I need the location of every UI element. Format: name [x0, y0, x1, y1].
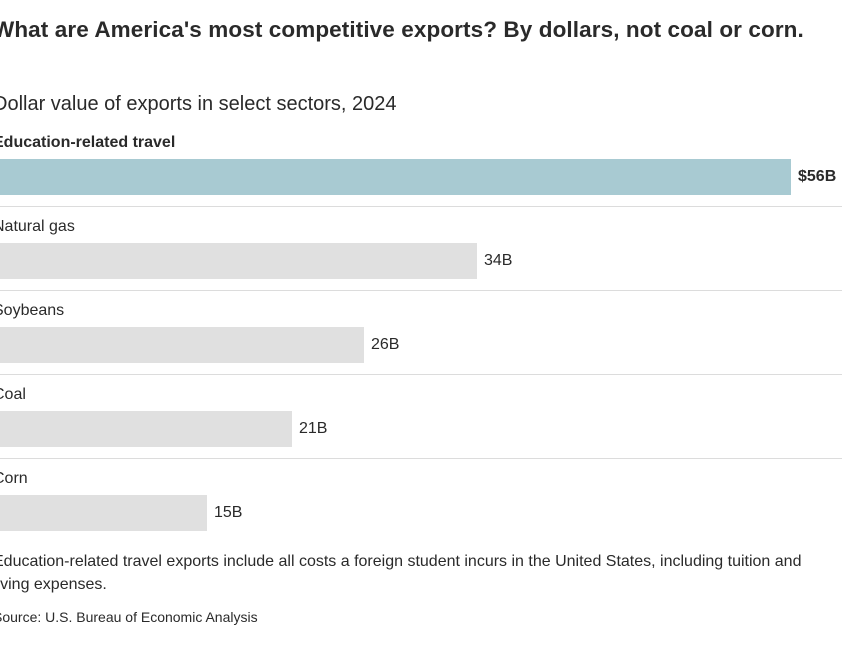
value-label: 15B: [214, 504, 243, 521]
value-label: 26B: [371, 336, 400, 353]
row-divider: [0, 458, 842, 459]
value-label: 21B: [299, 420, 328, 437]
row-divider: [0, 374, 842, 375]
category-label: Coal: [0, 386, 26, 403]
bar: [0, 495, 207, 531]
bar-row: Natural gas 34B: [0, 215, 845, 299]
bar: [0, 243, 477, 279]
value-label: $56B: [798, 168, 837, 185]
category-label: Corn: [0, 470, 28, 487]
bar-row: Education-related travel $56B: [0, 131, 845, 215]
chart-note: Education-related travel exports include…: [0, 553, 802, 593]
category-label: Soybeans: [0, 302, 65, 319]
bar-row: Corn 15B: [0, 467, 845, 551]
bar-chart: Education-related travel $56B Natural gas 3…: [0, 131, 845, 551]
bar: [0, 159, 791, 195]
chart-title: What are America's most competitive expo…: [0, 17, 804, 42]
chart-source: Source: U.S. Bureau of Economic Analysis: [0, 609, 258, 625]
chart-subtitle: Dollar value of exports in select sector…: [0, 93, 397, 115]
bar: [0, 327, 364, 363]
category-label: Natural gas: [0, 218, 75, 235]
bar: [0, 411, 292, 447]
value-label: 34B: [484, 252, 513, 269]
row-divider: [0, 290, 842, 291]
bar-row: Soybeans 26B: [0, 299, 845, 383]
row-divider: [0, 206, 842, 207]
category-label: Education-related travel: [0, 134, 176, 151]
bar-row: Coal 21B: [0, 383, 845, 467]
